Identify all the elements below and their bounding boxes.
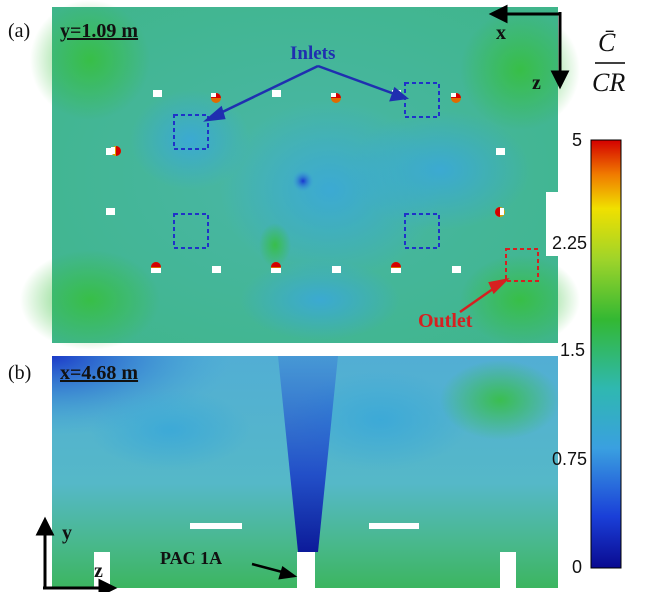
hotspot (331, 93, 341, 103)
colorbar-tick: 2.25 (552, 233, 587, 254)
colorbar-tick: 5 (572, 130, 582, 151)
colorbar-tick: 0 (572, 557, 582, 578)
obstacle-marker (272, 90, 281, 97)
colorbar-gradient (591, 140, 621, 568)
outlet-label: Outlet (418, 310, 472, 333)
obstacle-marker (452, 266, 461, 273)
hotspot (391, 262, 401, 273)
hotspot (111, 146, 121, 156)
pac-unit-gap (297, 552, 315, 592)
panel-b-field (52, 356, 560, 592)
hotspot (151, 262, 161, 273)
panel-b-tag: x=4.68 m (60, 362, 138, 385)
diffuser-slot (190, 523, 242, 529)
hotspot (495, 207, 505, 217)
obstacle-marker (332, 266, 341, 273)
obstacle-marker (496, 148, 505, 155)
panel-a-tag: y=1.09 m (60, 20, 138, 43)
hotspot (451, 93, 461, 103)
colorbar-title-numerator: C̄ (598, 28, 615, 58)
hotspot (211, 93, 221, 103)
panel-a-label: (a) (8, 20, 30, 43)
floor-gap (500, 552, 516, 592)
diffuser-slot (369, 523, 419, 529)
panel-b-label: (b) (8, 362, 31, 385)
axis-x-label: x (496, 22, 506, 45)
hotspot (271, 262, 281, 273)
colorbar-tick: 1.5 (560, 340, 585, 361)
colorbar-title-denominator: CR (592, 68, 625, 98)
obstacle-marker (106, 208, 115, 215)
low-concentration-spot (292, 170, 314, 192)
axis-z-label-top: z (532, 72, 541, 95)
axis-y-label: y (62, 522, 72, 545)
obstacle-marker (153, 90, 162, 97)
pac-label: PAC 1A (160, 548, 222, 569)
inlets-label: Inlets (290, 43, 335, 65)
obstacle-marker (212, 266, 221, 273)
axis-z-label-bottom: z (94, 560, 103, 583)
colorbar-tick: 0.75 (552, 449, 587, 470)
